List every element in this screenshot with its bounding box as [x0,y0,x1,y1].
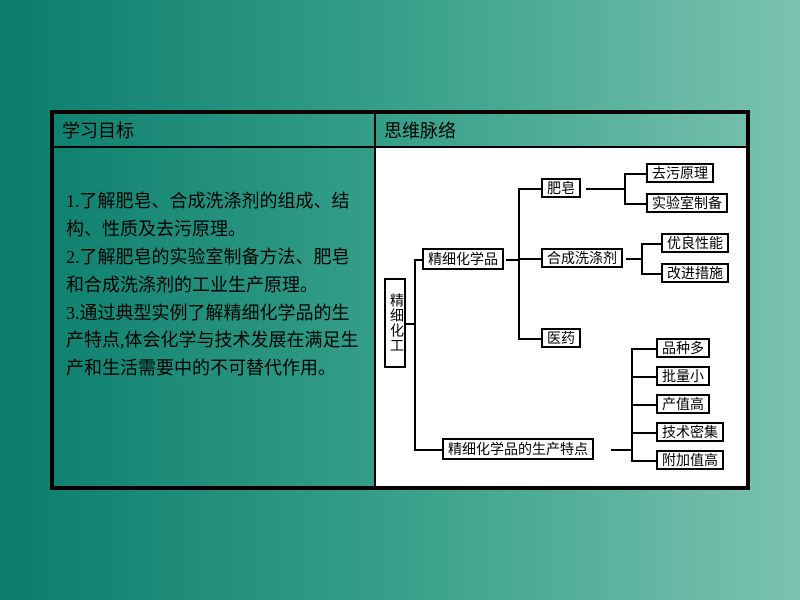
node-d4: 改进措施 [661,263,729,283]
conn [414,259,422,261]
objective-1: 1.了解肥皂、合成洗涤剂的组成、结构、性质及去污原理。 [66,188,362,244]
conn [631,348,656,350]
node-e2: 批量小 [656,366,710,386]
node-d1: 去污原理 [646,163,714,183]
conn [631,460,656,462]
node-b2: 精细化学品的生产特点 [442,438,594,460]
conn [586,188,624,190]
node-e5: 附加值高 [656,450,724,470]
conn [518,188,520,339]
objective-3: 3.通过典型实例了解精细化学品的生产特点,体会化学与技术发展在满足生产和生活需要… [66,300,362,384]
conn [624,203,646,205]
conn [611,449,631,451]
body-row: 1.了解肥皂、合成洗涤剂的组成、结构、性质及去污原理。 2.了解肥皂的实验室制备… [54,148,746,486]
conn [406,323,414,325]
conn [518,338,541,340]
node-d3: 优良性能 [661,233,729,253]
conn [414,259,416,449]
conn [631,404,656,406]
conn [506,259,518,261]
content-frame: 学习目标 思维脉络 1.了解肥皂、合成洗涤剂的组成、结构、性质及去污原理。 2.… [50,110,750,490]
node-root: 精细化工 [384,278,406,368]
conn [624,173,646,175]
mindmap-diagram: 精细化工 精细化学品 精细化学品的生产特点 肥皂 合成洗涤剂 医药 去污原理 实… [376,148,746,486]
conn [624,173,626,204]
objective-2: 2.了解肥皂的实验室制备方法、肥皂和合成洗涤剂的工业生产原理。 [66,244,362,300]
conn [641,243,661,245]
node-e4: 技术密集 [656,422,724,442]
node-e1: 品种多 [656,338,710,358]
header-objectives: 学习目标 [54,114,376,146]
objectives-panel: 1.了解肥皂、合成洗涤剂的组成、结构、性质及去污原理。 2.了解肥皂的实验室制备… [54,148,376,486]
header-diagram: 思维脉络 [376,114,746,146]
conn [626,258,641,260]
node-d2: 实验室制备 [646,193,728,213]
conn [631,376,656,378]
node-c2: 合成洗涤剂 [541,248,623,268]
conn [414,449,442,451]
conn [631,432,656,434]
conn [641,273,661,275]
header-row: 学习目标 思维脉络 [54,114,746,148]
conn [518,258,541,260]
node-b1: 精细化学品 [422,248,504,270]
node-e3: 产值高 [656,394,710,414]
node-c3: 医药 [541,328,581,348]
node-c1: 肥皂 [541,178,581,198]
conn [641,243,643,274]
conn [518,188,541,190]
